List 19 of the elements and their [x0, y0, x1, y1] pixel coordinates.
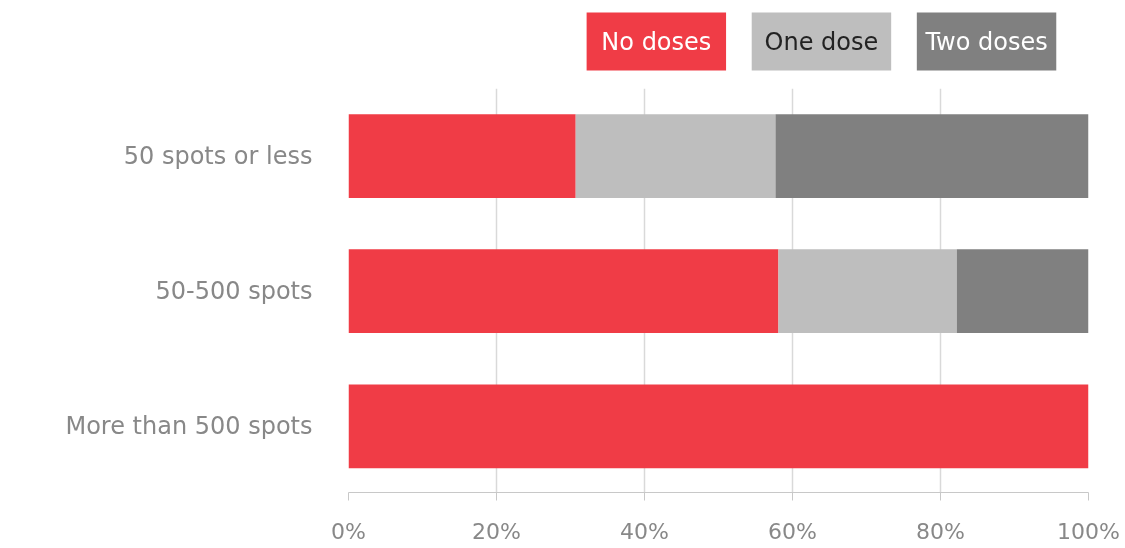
text: Two doses — [924, 27, 1048, 56]
bar — [348, 384, 1089, 469]
text: No doses — [601, 27, 712, 56]
bar — [348, 114, 576, 198]
text: One dose — [764, 27, 879, 56]
y-tick-label: 50 spots or less — [123, 142, 313, 171]
x-tick-label: 60% — [768, 518, 817, 544]
y-tick-label: 50-500 spots — [155, 277, 313, 306]
x-tick-label: 20% — [472, 518, 521, 544]
x-tick-label: 0% — [331, 518, 366, 544]
x-tick-label: 40% — [620, 518, 669, 544]
x-tick-label: 80% — [916, 518, 965, 544]
bar — [956, 249, 1089, 334]
bar — [348, 249, 779, 334]
bar — [778, 249, 957, 334]
y-tick-label: More than 500 spots — [65, 412, 313, 441]
x-tick-label: 100% — [1057, 518, 1120, 544]
bar — [775, 114, 1089, 198]
bar — [575, 114, 776, 198]
